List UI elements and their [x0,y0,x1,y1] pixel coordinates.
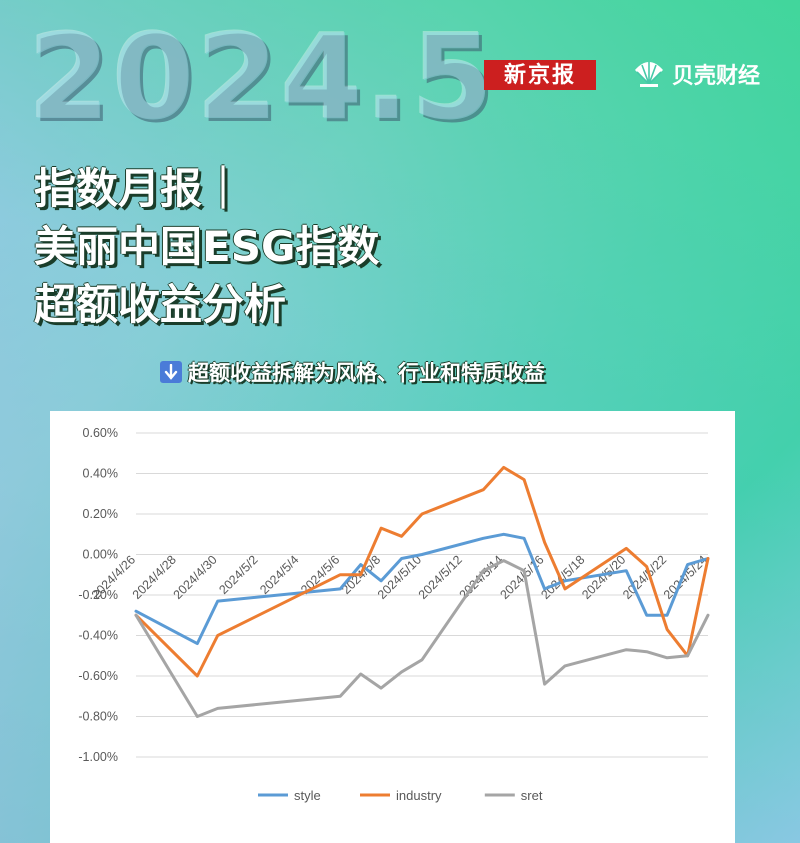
legend-label-sret: sret [521,788,543,803]
y-tick-label: -1.00% [78,750,118,764]
page-title: 指数月报｜ 美丽中国ESG指数 超额收益分析 [34,160,379,334]
beike-logo: 贝壳财经 [632,58,760,90]
title-line-3: 超额收益分析 [34,280,287,329]
xinjingbao-logo: 新京报 [484,60,596,90]
title-line-1: 指数月报｜ [34,164,245,213]
y-tick-label: -0.40% [78,629,118,643]
down-arrow-icon [160,361,182,383]
beike-logo-text: 贝壳财经 [672,64,761,89]
shell-icon [635,62,663,87]
y-tick-label: -0.80% [78,710,118,724]
legend-label-style: style [294,788,321,803]
line-chart: 0.60% 0.40% 0.20% 0.00% -0.20% -0.40% -0.60% -0… [78,426,710,803]
year-label: 2024.5 [28,8,496,146]
series-line-sret [134,559,710,718]
y-tick-label: 0.20% [83,507,118,521]
series-line-style [134,532,710,646]
x-tick-label: 2024/5/4 [257,553,301,597]
title-line-2: 美丽中国ESG指数 [34,222,380,271]
y-tick-label: 0.00% [83,548,118,562]
legend-label-industry: industry [396,788,442,803]
y-tick-label: -0.20% [78,588,118,602]
chart-card: 0.60% 0.40% 0.20% 0.00% -0.20% -0.40% -0.60% -0… [50,411,735,843]
subtitle: 超额收益拆解为风格、行业和特质收益 [160,357,545,387]
y-tick-label: 0.60% [83,426,118,440]
subtitle-text: 超额收益拆解为风格、行业和特质收益 [188,361,545,385]
y-tick-label: 0.40% [83,467,118,481]
x-tick-label: 2024/5/2 [216,553,260,597]
series-line-industry [134,465,710,678]
y-tick-label: -0.60% [78,669,118,683]
